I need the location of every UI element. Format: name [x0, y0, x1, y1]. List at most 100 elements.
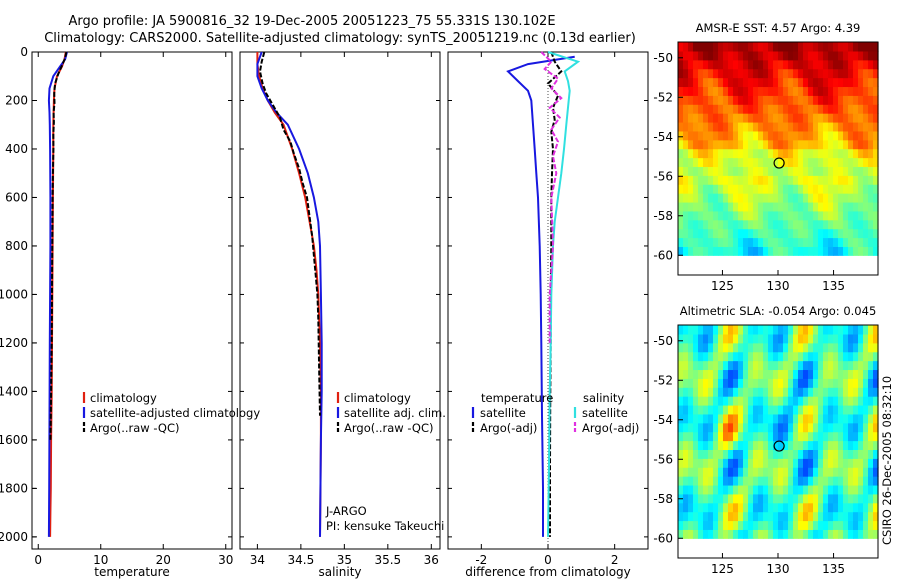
sst_map-cell	[823, 148, 829, 159]
sst_map-cell	[818, 228, 824, 239]
sst_map-cell	[753, 139, 759, 150]
sla_map-cell	[743, 520, 749, 530]
sla_map-cell	[803, 458, 809, 468]
sla_map-cell	[688, 396, 694, 406]
sst_map-cell	[783, 228, 789, 239]
difference-xtick-label: 0	[544, 553, 552, 567]
sla_map-cell	[683, 449, 689, 459]
sla_map-cell	[703, 467, 709, 477]
sst_map-cell	[773, 139, 779, 150]
sst_map-cell	[703, 42, 709, 52]
sla_map-cell	[873, 387, 879, 397]
sla_map-cell	[868, 360, 874, 371]
sst_map-cell	[678, 219, 684, 230]
sst_map-cell	[838, 77, 844, 88]
salinity-axes-frame	[239, 51, 441, 550]
sst_map-cell	[873, 184, 879, 194]
sst_map-cell	[808, 42, 814, 52]
sla_map-cell	[743, 502, 749, 513]
sla_map-cell	[743, 493, 749, 504]
sla_map-cell	[828, 484, 834, 495]
sla_map-cell	[848, 396, 854, 406]
sst_map-cell	[683, 130, 689, 141]
sla_map-cell	[803, 333, 809, 344]
sst_map-cell	[718, 50, 724, 61]
sst_map-cell	[753, 95, 759, 105]
sla_map-cell	[698, 520, 704, 530]
sla_map-cell	[818, 378, 824, 388]
sla_map-cell	[743, 476, 749, 486]
sla_map-cell	[743, 484, 749, 495]
sst_map-cell	[813, 42, 819, 52]
sst_map-cell	[688, 246, 694, 256]
sla_map-cell	[733, 360, 739, 371]
sla_map-cell	[778, 493, 784, 504]
sla_map-cell	[743, 511, 749, 522]
sla_map-cell	[828, 476, 834, 486]
sla_map-cell	[798, 476, 804, 486]
temperature-legend-label: climatology	[90, 391, 157, 405]
sst_map-cell	[833, 139, 839, 150]
sla_map-cell	[678, 431, 684, 442]
sst_map-cell	[793, 121, 799, 132]
sla_map-cell	[803, 449, 809, 459]
temperature-legend-label: Argo(..raw -QC)	[90, 421, 180, 435]
sla_map-cell	[738, 325, 744, 335]
sla_map-cell	[863, 511, 869, 522]
sla_map-cell	[833, 360, 839, 371]
sst_map-cell	[703, 86, 709, 96]
sla_map-cell	[703, 511, 709, 522]
sla_map-cell	[683, 404, 689, 415]
sst_map-cell	[718, 86, 724, 96]
salinity-xtick-label: 34	[250, 553, 265, 567]
sla_map-cell	[748, 422, 754, 433]
sst_map-cell	[798, 95, 804, 105]
sla_map-cell	[758, 476, 764, 486]
sla_map-ytick-label: -52	[653, 373, 673, 387]
sla_map-cell	[838, 325, 844, 335]
sla_map-cell	[713, 369, 719, 379]
sla_map-cell	[788, 458, 794, 468]
sla_map-cell	[778, 484, 784, 495]
sla_map-cell	[698, 529, 704, 539]
sst_map-cell	[763, 210, 769, 221]
sst_map-cell	[763, 175, 769, 185]
sst_map-cell	[678, 175, 684, 185]
sst_map-cell	[773, 157, 779, 167]
sst_map-cell	[728, 157, 734, 167]
difference-xtick-label: -2	[475, 553, 487, 567]
sla_map-cell	[773, 333, 779, 344]
sst_map-cell	[798, 219, 804, 230]
sst_map-cell	[733, 228, 739, 239]
sla_map-cell	[843, 325, 849, 335]
sst_map-cell	[713, 246, 719, 256]
sst_map-cell	[828, 68, 834, 79]
sla_map-cell	[868, 458, 874, 468]
sla_map-cell	[873, 369, 879, 379]
sst_map-cell	[838, 184, 844, 194]
sst_map-cell	[763, 113, 769, 123]
sla_map-cell	[708, 369, 714, 379]
sla_map-cell	[858, 476, 864, 486]
sst_map-cell	[718, 130, 724, 141]
sst_map-cell	[763, 246, 769, 256]
sst_map-cell	[688, 59, 694, 70]
sst_map-cell	[728, 201, 734, 212]
sla_map-cell	[773, 396, 779, 406]
sst_map-cell	[863, 95, 869, 105]
sla_map-cell	[683, 529, 689, 539]
sst_map-cell	[678, 237, 684, 247]
sla_map-cell	[838, 422, 844, 433]
sla_map-cell	[718, 333, 724, 344]
sst_map-cell	[723, 139, 729, 150]
sla_map-cell	[738, 449, 744, 459]
sst_map-cell	[783, 68, 789, 79]
sla_map-cell	[828, 422, 834, 433]
sla_map-cell	[808, 529, 814, 539]
sla_map-cell	[788, 413, 794, 424]
sst_map-cell	[803, 148, 809, 159]
sst_map-cell	[728, 246, 734, 256]
sst_map-cell	[743, 237, 749, 247]
sla_map-cell	[818, 333, 824, 344]
sst_map-cell	[698, 246, 704, 256]
